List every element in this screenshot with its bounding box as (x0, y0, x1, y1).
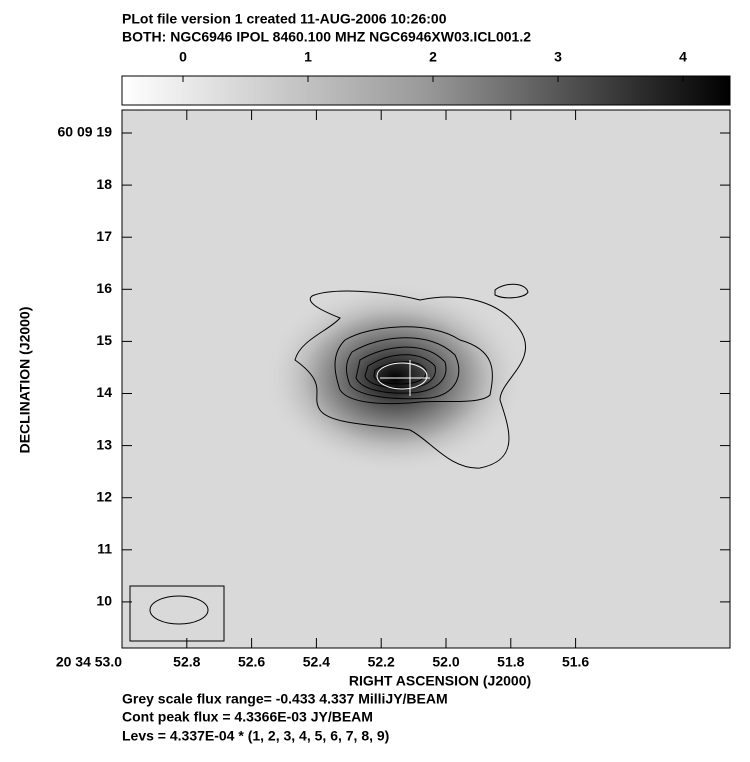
x-tick-label: 51.6 (562, 654, 589, 670)
y-tick-label: 14 (96, 384, 112, 400)
beam-box (129, 585, 225, 642)
colorbar-tick-label: 1 (304, 49, 312, 65)
footer-line: Grey scale flux range= -0.433 4.337 Mill… (122, 691, 448, 707)
colorbar-tick-label: 2 (429, 49, 437, 65)
y-tick-label: 60 09 19 (58, 124, 113, 140)
y-tick-label: 16 (96, 280, 112, 296)
y-tick-label: 11 (97, 541, 112, 557)
header-line: PLot file version 1 created 11-AUG-2006 … (122, 11, 447, 27)
x-tick-label: 20 34 53.0 (56, 654, 122, 670)
header-line: BOTH: NGC6946 IPOL 8460.100 MHZ NGC6946X… (122, 29, 531, 45)
y-tick-label: 13 (96, 436, 112, 452)
colorbar-tick-label: 4 (679, 49, 687, 65)
y-tick-label: 17 (96, 228, 112, 244)
colorbar-tick-label: 0 (179, 49, 187, 65)
y-tick-label: 12 (96, 488, 112, 504)
colorbar (121, 75, 731, 106)
x-tick-label: 52.2 (368, 654, 395, 670)
y-tick-label: 18 (96, 176, 112, 192)
colorbar-tick-label: 3 (554, 49, 562, 65)
x-tick-label: 52.4 (303, 654, 330, 670)
y-tick-label: 10 (96, 593, 112, 609)
x-tick-label: 52.6 (238, 654, 265, 670)
footer-line: Levs = 4.337E-04 * (1, 2, 3, 4, 5, 6, 7,… (122, 728, 389, 744)
y-tick-label: 15 (96, 332, 112, 348)
x-tick-label: 52.0 (432, 654, 459, 670)
x-tick-label: 51.8 (497, 654, 524, 670)
x-axis-label: RIGHT ASCENSION (J2000) (349, 673, 531, 689)
footer-line: Cont peak flux = 4.3366E-03 JY/BEAM (122, 709, 373, 725)
y-axis-label: DECLINATION (J2000) (17, 307, 33, 454)
x-tick-label: 52.8 (173, 654, 200, 670)
inner-contours (376, 360, 430, 396)
contours (294, 283, 529, 469)
beam (149, 595, 209, 625)
